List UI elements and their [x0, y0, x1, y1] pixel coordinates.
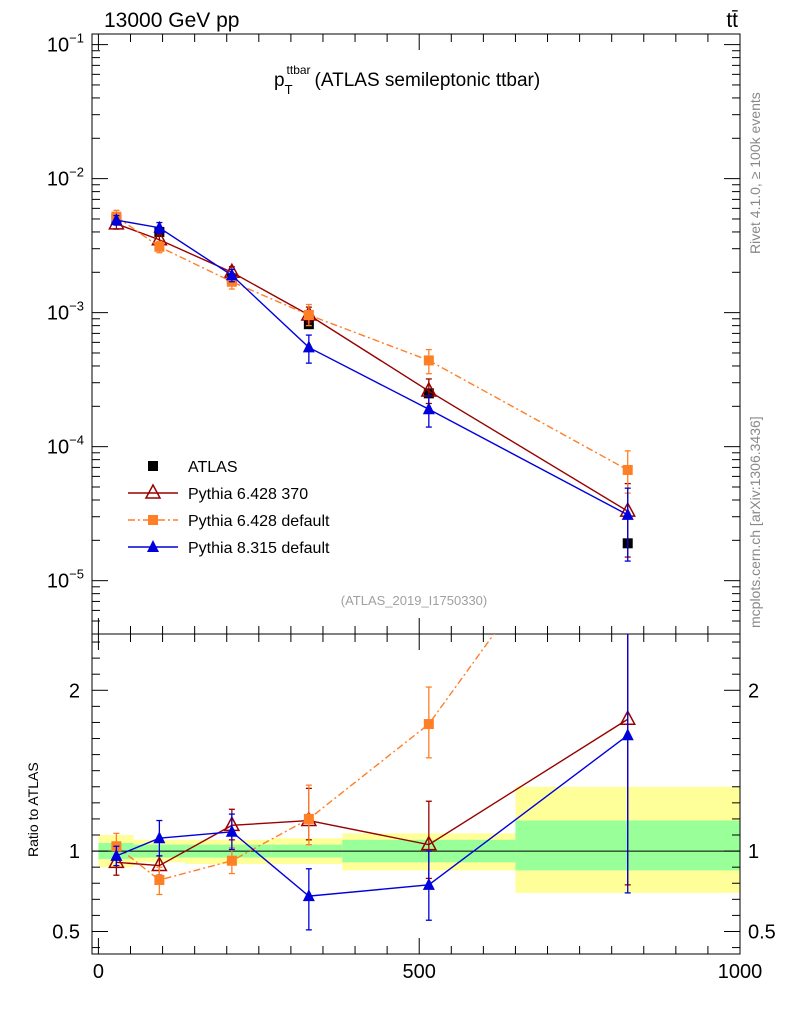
data-point	[153, 220, 166, 233]
ratio-y-tick-label-right: 0.5	[748, 921, 776, 943]
ratio-uncertainty-bands	[92, 786, 740, 893]
legend-label: Pythia 6.428 default	[188, 513, 330, 530]
ratio-series	[108, 634, 636, 931]
y-tick-label: 10−1	[47, 31, 84, 57]
ratio-y-tick-label-left: 0.5	[52, 921, 80, 943]
legend: ATLAS Pythia 6.428 370 Pythia 6.428 defaul…	[128, 459, 330, 557]
rivet-label: Rivet 4.1.0, ≥ 100k events	[747, 92, 763, 254]
title-sup: ttbar	[287, 63, 311, 77]
mcplots-label: mcplots.cern.ch [arXiv:1306.3436]	[747, 416, 763, 628]
series-line-1	[116, 223, 629, 512]
title-p: p	[274, 70, 285, 91]
x-tick-label: 500	[403, 961, 436, 983]
data-point	[422, 877, 435, 890]
data-point	[621, 507, 634, 520]
data-point	[225, 268, 238, 281]
data-point	[621, 728, 634, 741]
title-sub: T	[285, 82, 293, 97]
legend-label: Pythia 6.428 370	[188, 486, 308, 503]
x-tick-label: 1000	[718, 961, 763, 983]
legend-marker	[148, 515, 158, 525]
series-line-0	[116, 718, 629, 867]
y-tick-label: 10−2	[47, 165, 84, 191]
series-line-3	[116, 219, 629, 516]
ratio-y-tick-label-left: 2	[69, 680, 80, 702]
legend-marker	[147, 540, 159, 552]
ratio-y-tick-label-right: 2	[748, 680, 759, 702]
data-point	[423, 719, 434, 730]
series-line-1	[115, 634, 495, 881]
legend-marker	[148, 461, 158, 471]
data-point	[110, 848, 123, 861]
legend-marker	[144, 483, 162, 499]
x-tick-label: 0	[93, 961, 104, 983]
y-tick-label: 10−4	[47, 433, 84, 459]
axis-ticks	[92, 34, 741, 954]
data-point	[303, 310, 314, 321]
x-tick-labels: 0 500 1000	[93, 961, 762, 983]
data-point	[225, 824, 238, 837]
data-point	[622, 464, 633, 475]
data-point	[154, 241, 165, 252]
data-point	[420, 835, 438, 851]
main-series	[108, 209, 636, 562]
series-line-2	[116, 734, 629, 897]
data-point	[226, 855, 237, 866]
ratio-y-tick-label-left: 1	[69, 841, 80, 863]
title-rest: (ATLAS semileptonic ttbar)	[315, 70, 541, 91]
legend-label: Pythia 8.315 default	[188, 540, 330, 557]
header-energy: 13000 GeV pp	[104, 9, 239, 32]
ratio-y-label: Ratio to ATLAS	[25, 762, 41, 857]
data-point	[110, 213, 123, 226]
legend-label: ATLAS	[188, 459, 238, 476]
data-point	[423, 355, 434, 366]
header-process: tt̄	[726, 9, 738, 32]
analysis-id: (ATLAS_2019_I1750330)	[341, 593, 487, 608]
y-tick-label: 10−5	[47, 567, 84, 593]
data-point	[154, 875, 165, 886]
ratio-y-tick-label-right: 1	[748, 841, 759, 863]
data-point	[153, 831, 166, 844]
ratio-plot-frame	[91, 633, 741, 955]
data-point	[422, 402, 435, 415]
data-point	[303, 813, 314, 824]
data-point	[302, 889, 315, 902]
main-y-tick-labels: 10−5 10−4 10−3 10−2 10−1	[47, 31, 84, 593]
plot-title: pTttbar (ATLAS semileptonic ttbar)	[274, 63, 540, 97]
data-point	[302, 340, 315, 353]
y-tick-label: 10−3	[47, 299, 84, 325]
ratio-y-tick-labels: 0.5 0.5 1 1 2 2	[52, 680, 776, 943]
